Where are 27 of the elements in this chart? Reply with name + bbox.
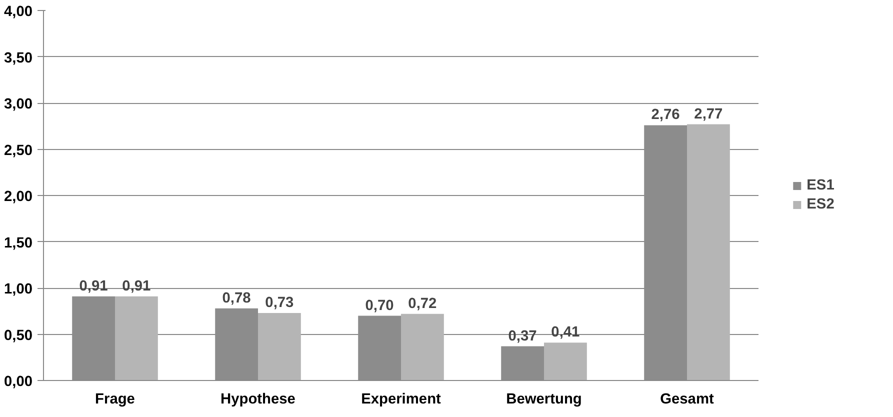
legend-label: ES2 xyxy=(806,196,834,212)
data-label: 0,70 xyxy=(365,298,394,314)
data-label: 0,78 xyxy=(222,290,251,306)
y-tick-label: 3,50 xyxy=(4,50,33,66)
x-tick-label: Frage xyxy=(95,392,135,408)
y-tick-label: 4,00 xyxy=(4,4,33,20)
bar xyxy=(401,314,444,380)
x-tick-label: Bewertung xyxy=(506,392,582,408)
y-tick-label: 2,50 xyxy=(4,142,33,159)
y-tick-label: 0,00 xyxy=(4,374,33,390)
legend-label: ES1 xyxy=(806,178,834,194)
bar xyxy=(115,296,158,380)
x-tick-label: Gesamt xyxy=(660,392,714,408)
y-tick-label: 2,00 xyxy=(4,189,33,205)
data-label: 0,73 xyxy=(265,294,294,311)
x-tick-label: Hypothese xyxy=(220,392,296,408)
bar xyxy=(544,342,587,380)
data-label: 2,76 xyxy=(651,107,680,124)
bar xyxy=(687,124,730,380)
bar xyxy=(258,312,301,380)
y-tick-label: 1,00 xyxy=(4,282,33,298)
y-tick-label: 1,50 xyxy=(4,235,33,252)
data-label: 0,72 xyxy=(408,296,437,312)
data-label: 2,77 xyxy=(694,106,723,122)
y-tick-label: 0,50 xyxy=(4,328,33,344)
y-tick-label: 3,00 xyxy=(4,96,33,112)
x-tick-label: Experiment xyxy=(361,392,442,408)
